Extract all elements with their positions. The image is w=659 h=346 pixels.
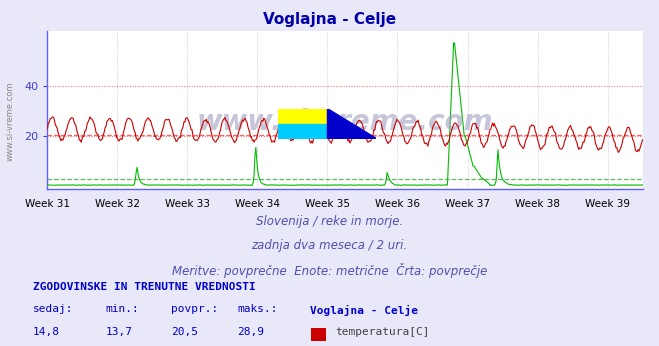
Text: sedaj:: sedaj: (33, 304, 73, 315)
Text: Week 37: Week 37 (445, 199, 490, 209)
Text: Week 32: Week 32 (95, 199, 140, 209)
Text: Week 31: Week 31 (25, 199, 70, 209)
Text: Week 36: Week 36 (375, 199, 420, 209)
Text: 28,9: 28,9 (237, 327, 264, 337)
Text: Week 33: Week 33 (165, 199, 210, 209)
Text: zadnja dva meseca / 2 uri.: zadnja dva meseca / 2 uri. (252, 239, 407, 252)
Text: Week 39: Week 39 (585, 199, 630, 209)
Text: www.si-vreme.com: www.si-vreme.com (197, 108, 493, 136)
Polygon shape (328, 109, 376, 139)
Text: 14,8: 14,8 (33, 327, 60, 337)
Text: Week 38: Week 38 (515, 199, 560, 209)
Text: Week 35: Week 35 (305, 199, 350, 209)
Text: Slovenija / reke in morje.: Slovenija / reke in morje. (256, 215, 403, 228)
Text: min.:: min.: (105, 304, 139, 315)
Bar (279, 124, 328, 139)
Text: povpr.:: povpr.: (171, 304, 219, 315)
Text: maks.:: maks.: (237, 304, 277, 315)
Text: 20,5: 20,5 (171, 327, 198, 337)
Text: Meritve: povprečne  Enote: metrične  Črta: povprečje: Meritve: povprečne Enote: metrične Črta:… (172, 263, 487, 278)
Text: Week 34: Week 34 (235, 199, 280, 209)
Text: www.si-vreme.com: www.si-vreme.com (5, 81, 14, 161)
Text: Voglajna - Celje: Voglajna - Celje (310, 304, 418, 316)
Text: 13,7: 13,7 (105, 327, 132, 337)
Text: temperatura[C]: temperatura[C] (335, 327, 429, 337)
Text: Voglajna - Celje: Voglajna - Celje (263, 12, 396, 27)
Text: ZGODOVINSKE IN TRENUTNE VREDNOSTI: ZGODOVINSKE IN TRENUTNE VREDNOSTI (33, 282, 256, 292)
Bar (279, 109, 328, 124)
